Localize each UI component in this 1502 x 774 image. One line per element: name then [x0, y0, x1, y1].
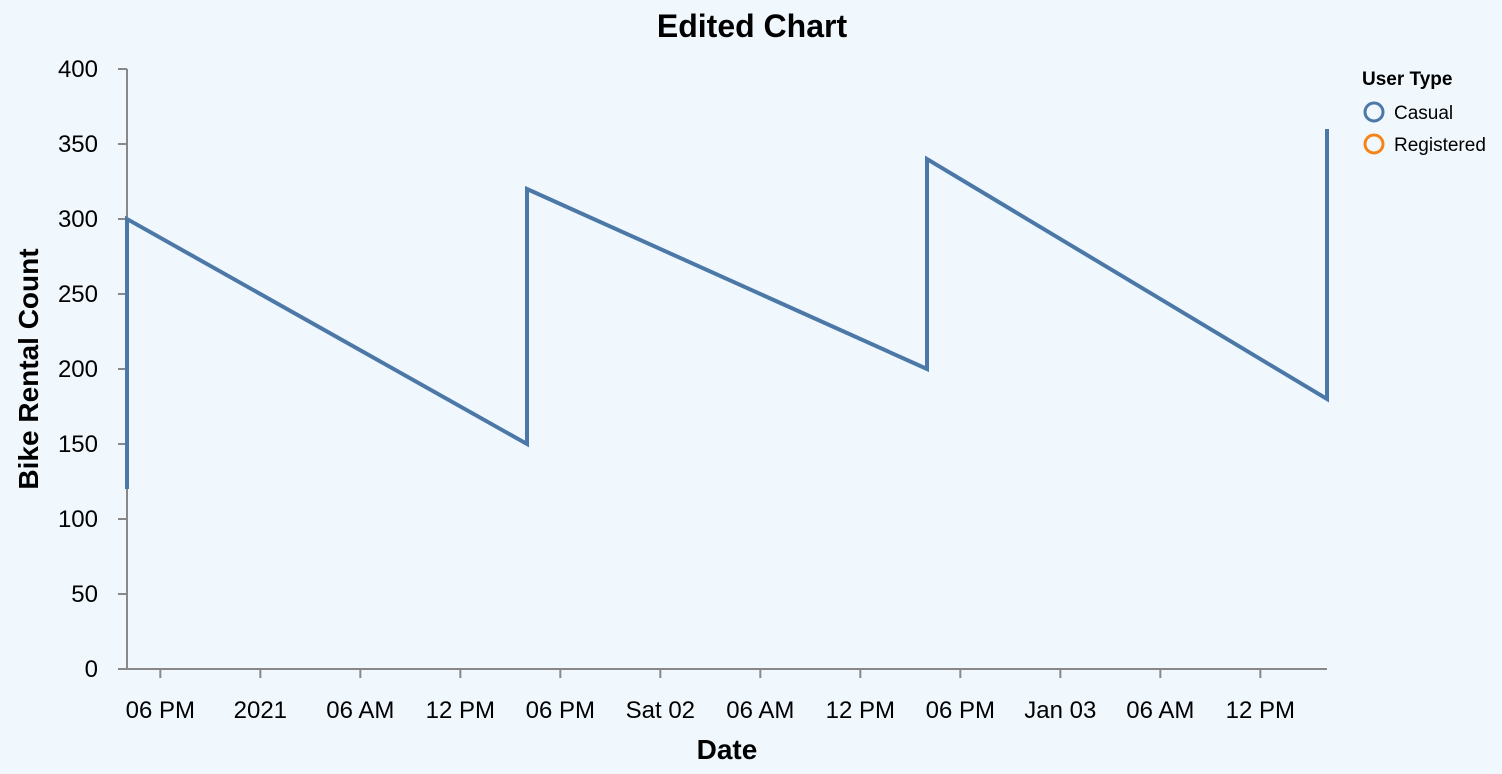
- series-layer: [125, 129, 1329, 489]
- legend-label-registered: Registered: [1394, 135, 1486, 156]
- y-tick-label: 100: [58, 506, 98, 533]
- legend-symbol-casual: [1363, 101, 1385, 123]
- legend-entries: Casual Registered: [1363, 101, 1486, 156]
- x-tick-label: 12 PM: [1226, 697, 1295, 724]
- x-tick-label: 06 PM: [926, 697, 995, 724]
- chart-title: Edited Chart: [657, 8, 848, 44]
- x-tick-label: 2021: [234, 697, 287, 724]
- y-axis-title: Bike Rental Count: [13, 248, 44, 489]
- x-tick-label: Sat 02: [626, 697, 695, 724]
- legend-title: User Type: [1362, 69, 1452, 90]
- y-tick-label: 300: [58, 206, 98, 233]
- y-tick-label: 350: [58, 131, 98, 158]
- y-ticks: 0 50 100 150 200 250 300 350 400: [58, 56, 127, 683]
- x-axis: 06 PM 2021 06 AM 12 PM 06 PM Sat 02 06 AM 12 PM…: [126, 668, 1327, 724]
- x-tick-label: 06 AM: [326, 697, 394, 724]
- y-tick-label: 250: [58, 281, 98, 308]
- x-tick-label: Jan 03: [1024, 697, 1096, 724]
- x-tick-label: 12 PM: [826, 697, 895, 724]
- y-tick-label: 150: [58, 431, 98, 458]
- x-tick-label: 12 PM: [426, 697, 495, 724]
- y-tick-label: 200: [58, 356, 98, 383]
- y-tick-label: 400: [58, 56, 98, 83]
- series-line-casual: [125, 129, 1329, 489]
- x-tick-label: 06 PM: [126, 697, 195, 724]
- legend: User Type Casual Registered: [1362, 69, 1486, 156]
- y-tick-label: 50: [71, 581, 98, 608]
- x-axis-title: Date: [697, 734, 758, 765]
- y-tick-label: 0: [85, 656, 98, 683]
- x-tick-label: 06 AM: [726, 697, 794, 724]
- x-tick-label: 06 PM: [526, 697, 595, 724]
- y-axis: 0 50 100 150 200 250 300 350 400: [58, 56, 128, 683]
- legend-symbol-registered: [1363, 133, 1385, 155]
- x-tick-label: 06 AM: [1126, 697, 1194, 724]
- x-ticks: 06 PM 2021 06 AM 12 PM 06 PM Sat 02 06 AM 12 PM…: [126, 669, 1295, 724]
- legend-label-casual: Casual: [1394, 103, 1453, 124]
